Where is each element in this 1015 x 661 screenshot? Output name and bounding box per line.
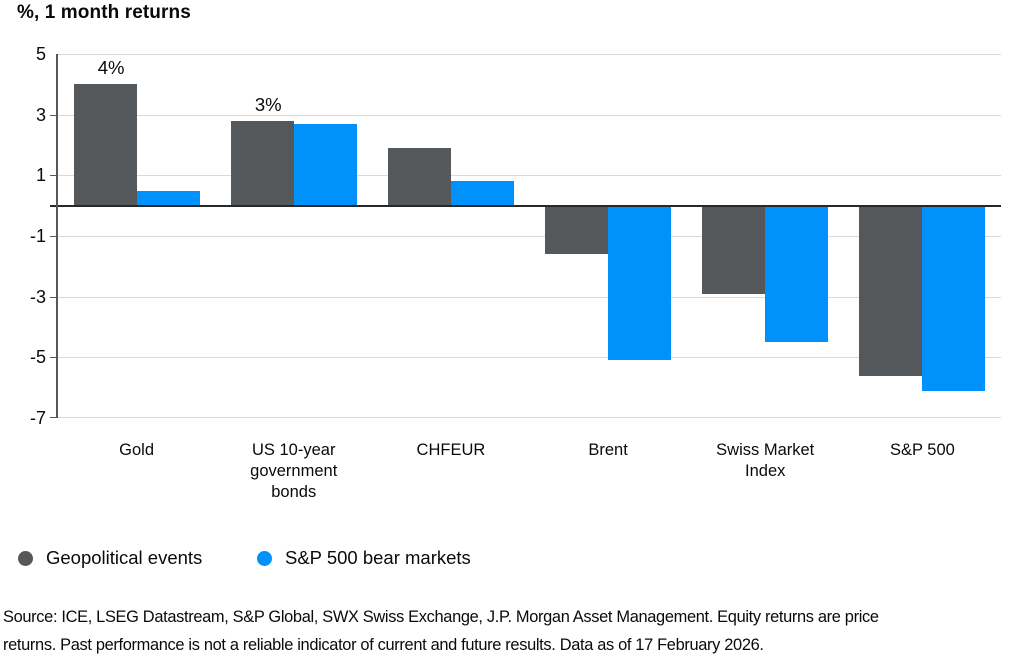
legend: Geopolitical events S&P 500 bear markets: [0, 547, 1015, 569]
y-axis-tick: [50, 357, 56, 359]
bar-s-p-500-bear-markets-gold: [136, 190, 200, 206]
bar-geopolitical-events-us-10-year-government-bonds: [230, 120, 294, 206]
gridline-y--3: [58, 296, 1001, 298]
x-axis-label-gold: Gold: [119, 441, 154, 459]
x-axis-label-brent: Brent: [588, 441, 628, 459]
bar-geopolitical-events-s-p-500: [859, 205, 923, 376]
y-axis-tick: [50, 417, 56, 418]
plot-area: 4% 3%: [50, 54, 1001, 418]
bar-s-p-500-bear-markets-us-10-year-government-bonds: [293, 123, 357, 206]
legend-label: S&P 500 bear markets: [285, 547, 471, 568]
y-axis-tick-label: -5: [29, 347, 46, 368]
x-axis-label-s-p-500: S&P 500: [889, 441, 955, 459]
y-axis-tick: [50, 204, 56, 207]
gridline-y--5: [58, 357, 1001, 359]
y-axis-tick: [50, 175, 56, 177]
zero-axis-line: [58, 204, 1001, 207]
y-axis-tick: [50, 296, 56, 298]
bar-s-p-500-bear-markets-s-p-500: [922, 205, 986, 391]
y-axis-tick-label: -1: [29, 226, 46, 246]
gridline-y-5: [58, 54, 1001, 55]
bar-s-p-500-bear-markets-chfeur: [450, 181, 514, 206]
bar-value-label-gold: 4%: [97, 57, 125, 79]
bar-geopolitical-events-gold: [73, 84, 137, 206]
y-axis-tick-label: 5: [35, 44, 46, 64]
source-line-2: returns. Past performance is not a relia…: [3, 635, 764, 654]
source-footer: Source: ICE, LSEG Datastream, S&P Global…: [3, 603, 1015, 659]
y-axis-tick-label: 3: [35, 104, 46, 125]
bar-geopolitical-events-swiss-market-index: [702, 205, 766, 294]
bar-geopolitical-events-brent: [545, 205, 609, 255]
y-axis-tick-label: -3: [29, 286, 46, 307]
y-axis-tick: [50, 236, 56, 237]
legend-item-s-p-500-bear-markets: S&P 500 bear markets: [257, 547, 471, 569]
y-axis-tick-label: 1: [35, 165, 46, 186]
legend-dot-icon: [18, 550, 33, 566]
x-axis-label-swiss-market-index: Swiss Market Index: [716, 441, 815, 480]
y-axis-tick-label: -7: [29, 408, 46, 428]
bar-geopolitical-events-chfeur: [387, 148, 451, 206]
source-line-1: Source: ICE, LSEG Datastream, S&P Global…: [3, 607, 879, 626]
bar-s-p-500-bear-markets-brent: [608, 205, 672, 361]
y-axis-tick: [50, 114, 56, 116]
legend-item-geopolitical-events: Geopolitical events: [18, 547, 202, 569]
bar-value-label-us-10-year-government-bonds: 3%: [254, 93, 282, 115]
gridline-y--7: [58, 417, 1001, 418]
gridline-y-1: [58, 175, 1001, 177]
legend-dot-icon: [257, 550, 272, 566]
legend-label: Geopolitical events: [46, 547, 203, 568]
x-axis-label-us-10-year-government-bonds: US 10-year government bonds: [250, 441, 338, 501]
gridline-y--1: [58, 236, 1001, 237]
x-axis-label-chfeur: CHFEUR: [416, 441, 486, 459]
gridline-y-3: [58, 114, 1001, 116]
chart-title: %, 1 month returns: [17, 2, 191, 23]
y-axis-line: [56, 54, 58, 418]
bar-s-p-500-bear-markets-swiss-market-index: [765, 205, 829, 343]
